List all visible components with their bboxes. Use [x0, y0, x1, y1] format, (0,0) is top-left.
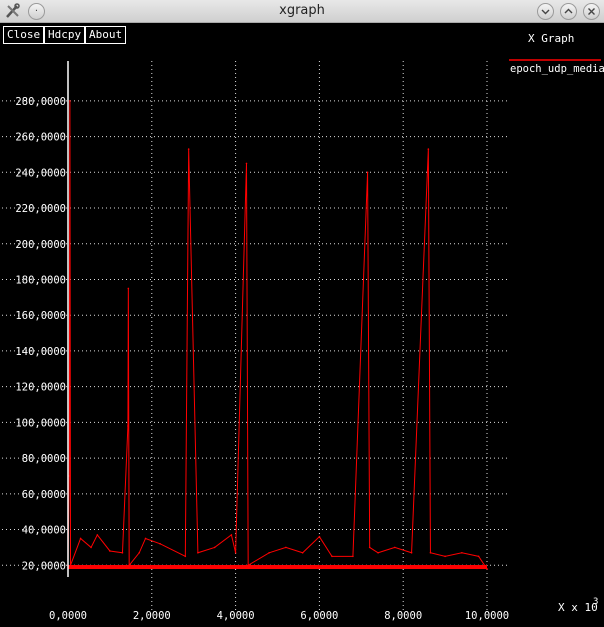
data-point: [127, 425, 129, 427]
about-button[interactable]: About: [85, 26, 127, 44]
x-tick-label: 0,0000: [49, 610, 87, 622]
x-unit-label: X x 10: [558, 601, 598, 614]
data-point: [331, 555, 333, 558]
data-point: [477, 555, 480, 558]
x-tick-label: 6,0000: [300, 610, 338, 622]
data-point: [68, 475, 71, 477]
close-button[interactable]: Close: [3, 26, 45, 44]
y-tick-label: 160,0000: [15, 310, 66, 322]
y-tick-label: 100,0000: [15, 417, 66, 429]
y-tick-label: 260,0000: [15, 132, 66, 144]
data-point: [245, 162, 248, 165]
data-point: [318, 535, 321, 538]
data-point: [138, 551, 141, 554]
maximize-button[interactable]: [560, 3, 577, 20]
x-tick-label: 8,0000: [384, 610, 422, 622]
data-point: [352, 555, 354, 558]
app-tools-icon[interactable]: [5, 3, 21, 19]
data-point: [461, 551, 463, 554]
y-tick-label: 220,0000: [15, 203, 66, 215]
y-tick-label: 200,0000: [15, 239, 66, 251]
data-point: [184, 555, 187, 558]
series-line: [67, 100, 488, 570]
data-point: [366, 171, 369, 174]
y-tick-label: 20,0000: [22, 560, 66, 572]
data-point: [268, 551, 270, 554]
close-window-button[interactable]: [583, 3, 600, 20]
hdcpy-button[interactable]: Hdcpy: [44, 26, 86, 44]
data-point: [410, 551, 413, 554]
data-point: [301, 551, 304, 554]
title-bar: · xgraph: [0, 0, 604, 23]
data-point: [377, 551, 379, 554]
chevron-up-icon: [564, 8, 573, 14]
data-point: [69, 100, 71, 102]
data-point: [429, 551, 432, 554]
x-tick-label: 10,0000: [465, 610, 509, 622]
x-tick-label: 4,0000: [217, 610, 255, 622]
x-unit-exponent: 3: [593, 597, 598, 607]
data-point: [159, 543, 161, 545]
y-tick-label: 120,0000: [15, 382, 66, 394]
data-point: [368, 546, 371, 549]
y-tick-label: 240,0000: [15, 167, 66, 179]
data-point: [230, 534, 233, 536]
data-point: [197, 551, 199, 554]
y-tick-label: 60,0000: [22, 489, 66, 501]
data-point: [144, 537, 147, 540]
y-tick-label: 280,0000: [15, 96, 66, 108]
close-icon: [588, 8, 595, 15]
data-point: [187, 148, 190, 150]
data-point: [213, 546, 216, 549]
chevron-down-icon: [541, 9, 550, 15]
y-tick-label: 180,0000: [15, 274, 66, 286]
data-point: [234, 551, 237, 554]
window-menu-button[interactable]: ·: [28, 3, 45, 20]
chart-canvas: 20,0000 40,0000 60,0000 80,0000 100,0000 120,…: [2, 32, 604, 622]
window-title: xgraph: [279, 3, 325, 18]
data-point: [79, 537, 82, 540]
legend-label: epoch_udp_media: [510, 63, 604, 75]
data-point: [427, 148, 430, 150]
data-point: [90, 546, 92, 549]
data-point: [394, 546, 396, 549]
x-tick-label: 2,0000: [133, 610, 171, 622]
data-point: [444, 555, 446, 558]
graph-area: Close Hdcpy About 20,0000 40,0000 60,0000 8…: [0, 23, 604, 627]
minimize-button[interactable]: [537, 3, 554, 20]
y-tick-label: 40,0000: [22, 525, 66, 537]
data-point: [127, 287, 130, 290]
data-point: [121, 551, 124, 554]
chart-title: X Graph: [528, 32, 574, 45]
data-point: [96, 534, 99, 536]
data-point: [285, 546, 287, 549]
data-point: [109, 550, 111, 552]
y-tick-label: 80,0000: [22, 453, 66, 465]
y-tick-label: 140,0000: [15, 346, 66, 358]
